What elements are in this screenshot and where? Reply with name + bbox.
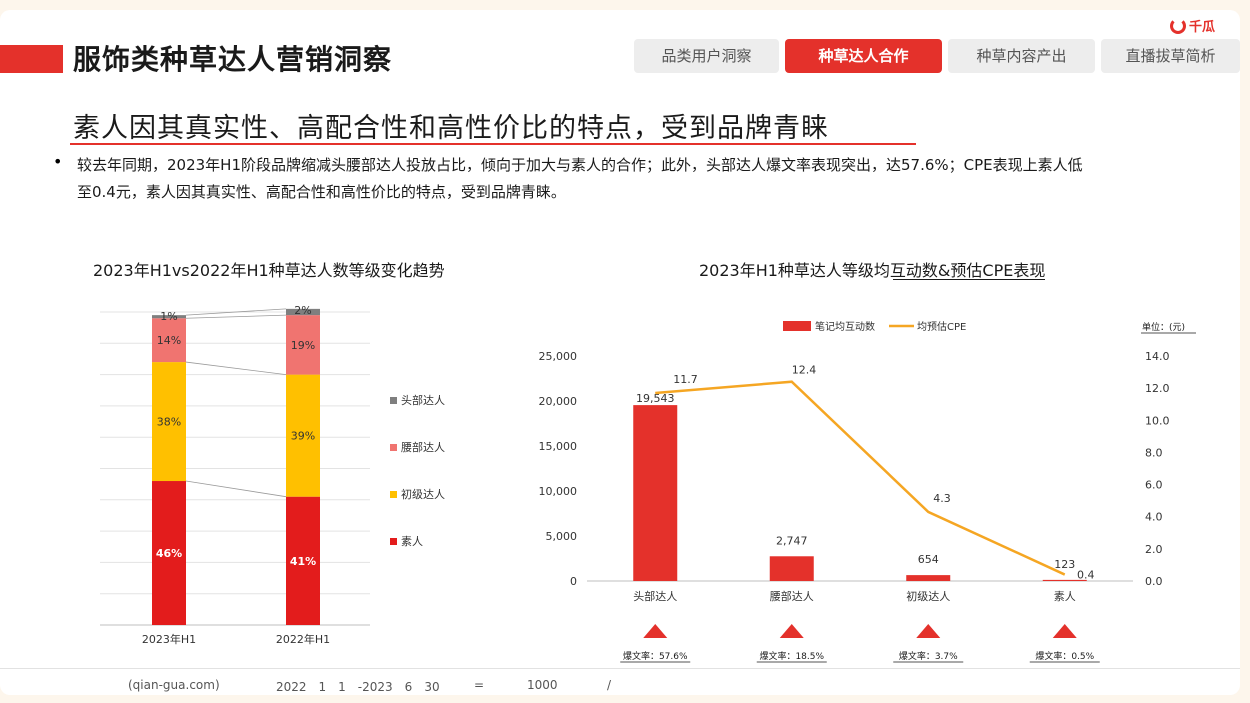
legend-label: 笔记均互动数 bbox=[815, 320, 875, 333]
connector-line bbox=[185, 361, 287, 375]
triangle-icon bbox=[779, 624, 804, 638]
bar-value-label: 654 bbox=[918, 553, 939, 566]
data-label: 14% bbox=[157, 334, 181, 347]
line-value-label: 11.7 bbox=[673, 373, 698, 386]
y-right-tick-label: 10.0 bbox=[1145, 414, 1170, 427]
bar-segment bbox=[152, 481, 186, 625]
bar bbox=[633, 405, 678, 581]
bar bbox=[906, 575, 951, 581]
y-left-tick-label: 15,000 bbox=[539, 440, 578, 453]
left-chart-title: 2023年H1vs2022年H1种草达人数等级变化趋势 bbox=[93, 261, 445, 280]
page-title: 服饰类种草达人营销洞察 bbox=[73, 43, 393, 76]
right-title-underline bbox=[893, 279, 1045, 280]
data-label: 39% bbox=[291, 430, 315, 443]
tab-user-insight[interactable]: 品类用户洞察 bbox=[634, 39, 779, 73]
y-right-tick-label: 6.0 bbox=[1145, 479, 1163, 492]
right-combo-chart: 0 5,000 10,000 15,000 20,000 25,000 0.0 2.0 4.0 6… bbox=[539, 320, 1196, 663]
line-value-label: 4.3 bbox=[933, 492, 951, 505]
bar-segment bbox=[286, 315, 320, 375]
footer-equals: = bbox=[474, 678, 485, 692]
y-left-tick-label: 0 bbox=[570, 575, 577, 588]
y-right-tick-label: 2.0 bbox=[1145, 543, 1163, 556]
line-value-label: 12.4 bbox=[792, 364, 817, 377]
cpe-line bbox=[655, 380, 1066, 576]
tab-content-output[interactable]: 种草内容产出 bbox=[948, 39, 1095, 73]
footer-divider bbox=[0, 668, 1240, 669]
viral-rate-annotation: 爆文率：3.7% bbox=[899, 650, 958, 662]
left-stacked-chart: 46% 38% 14% 1% 2023年H1 41% 39% 19% 2% 2022年H1 头部达人… bbox=[100, 304, 445, 646]
footer-source: (qian-gua.com) bbox=[128, 678, 220, 692]
triangle-icon bbox=[643, 624, 668, 638]
data-label: 1% bbox=[160, 310, 177, 323]
viral-rate-annotation: 爆文率：0.5% bbox=[1035, 650, 1094, 662]
x-tick-label: 素人 bbox=[1054, 590, 1076, 603]
bar-segment bbox=[152, 318, 186, 363]
connector-line bbox=[185, 480, 287, 498]
legend-swatch bbox=[390, 444, 397, 451]
y-right-tick-label: 14.0 bbox=[1145, 350, 1170, 363]
viral-rate-annotation: 爆文率：18.5% bbox=[759, 650, 824, 662]
x-tick-label: 初级达人 bbox=[906, 589, 950, 603]
data-label: 2% bbox=[294, 304, 311, 317]
x-tick-label: 头部达人 bbox=[633, 589, 677, 603]
bar-segment bbox=[286, 308, 320, 316]
triangle-icon bbox=[1052, 624, 1077, 638]
bar-segment bbox=[152, 315, 186, 319]
data-label: 38% bbox=[157, 416, 181, 429]
footer-period: 2022 1 1 -2023 6 30 bbox=[276, 680, 440, 694]
legend-swatch bbox=[783, 321, 811, 331]
right-chart-title: 2023年H1种草达人等级均互动数&预估CPE表现 bbox=[699, 261, 1046, 280]
bullet-dot: • bbox=[53, 152, 63, 171]
y-right-tick-label: 0.0 bbox=[1145, 575, 1163, 588]
bar-segment bbox=[286, 496, 320, 625]
legend-label: 初级达人 bbox=[401, 487, 445, 501]
headline: 素人因其真实性、高配合性和高性价比的特点，受到品牌青睐 bbox=[73, 113, 829, 144]
tab-live-analysis[interactable]: 直播拔草简析 bbox=[1101, 39, 1240, 73]
x-tick-label: 腰部达人 bbox=[770, 589, 814, 603]
legend-swatch bbox=[390, 538, 397, 545]
viral-rate-annotation: 爆文率：57.6% bbox=[623, 650, 688, 662]
headline-underline bbox=[70, 143, 916, 145]
x-tick-label: 2023年H1 bbox=[142, 632, 196, 646]
legend-label: 均预估CPE bbox=[917, 320, 966, 333]
y-left-tick-label: 25,000 bbox=[539, 350, 578, 363]
bar-value-label: 123 bbox=[1054, 558, 1075, 571]
y-left-tick-label: 20,000 bbox=[539, 395, 578, 408]
bar-value-label: 2,747 bbox=[776, 534, 808, 547]
legend-label: 素人 bbox=[401, 535, 423, 548]
bullet-text: 较去年同期，2023年H1阶段品牌缩减头腰部达人投放占比，倾向于加大与素人的合作… bbox=[77, 156, 1083, 201]
triangle-icon bbox=[916, 624, 941, 638]
legend-label: 头部达人 bbox=[401, 393, 445, 407]
y-left-tick-label: 5,000 bbox=[546, 530, 578, 543]
y-right-tick-label: 8.0 bbox=[1145, 446, 1163, 459]
y-left-tick-label: 10,000 bbox=[539, 485, 578, 498]
bar-segment bbox=[286, 374, 320, 497]
title-accent-bar bbox=[0, 45, 63, 73]
bar-segment bbox=[152, 362, 186, 482]
connector-line bbox=[185, 314, 287, 319]
tab-kol-cooperation[interactable]: 种草达人合作 bbox=[785, 39, 942, 73]
bar bbox=[1042, 579, 1087, 581]
x-tick-label: 2022年H1 bbox=[276, 632, 330, 646]
brand-logo[interactable]: 千瓜 bbox=[1170, 16, 1215, 35]
legend-swatch bbox=[390, 397, 397, 404]
legend-swatch bbox=[390, 491, 397, 498]
section-tabs: 品类用户洞察 种草达人合作 种草内容产出 直播拔草简析 bbox=[634, 39, 1240, 73]
data-label: 41% bbox=[290, 555, 316, 568]
connector-line bbox=[185, 308, 287, 316]
data-label: 19% bbox=[291, 339, 315, 352]
legend-label: 腰部达人 bbox=[401, 440, 445, 454]
brand-logo-text: 千瓜 bbox=[1189, 20, 1216, 35]
footer-number: 1000 bbox=[527, 678, 558, 692]
data-label: 46% bbox=[156, 547, 182, 560]
bar bbox=[769, 556, 814, 581]
footer-slash: / bbox=[607, 678, 612, 692]
y-right-tick-label: 12.0 bbox=[1145, 382, 1170, 395]
unit-note: 单位：(元) bbox=[1142, 321, 1185, 333]
brand-logo-icon bbox=[1170, 17, 1186, 34]
bar-value-label: 19,543 bbox=[636, 392, 675, 405]
y-right-tick-label: 4.0 bbox=[1145, 511, 1163, 524]
line-value-label: 0.4 bbox=[1077, 569, 1095, 582]
